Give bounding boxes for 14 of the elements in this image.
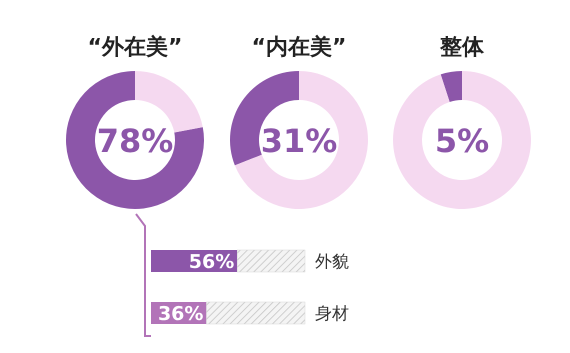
text: 31% — [260, 122, 338, 160]
chart-title: “内在美” — [252, 34, 346, 60]
data-label: 36% — [158, 303, 204, 325]
chart-title: “外在美” — [88, 34, 182, 60]
donut-slice — [66, 71, 204, 209]
donut-slice — [393, 71, 531, 209]
y-tick-label: 外貌 — [315, 252, 349, 272]
chart-title: 整体 — [439, 35, 485, 60]
y-tick-label: 身材 — [315, 304, 349, 324]
text: 78% — [96, 122, 174, 160]
data-label: 56% — [188, 251, 234, 273]
text: 5% — [434, 122, 490, 160]
donut-slice — [234, 71, 368, 209]
donut-slice — [440, 71, 462, 102]
